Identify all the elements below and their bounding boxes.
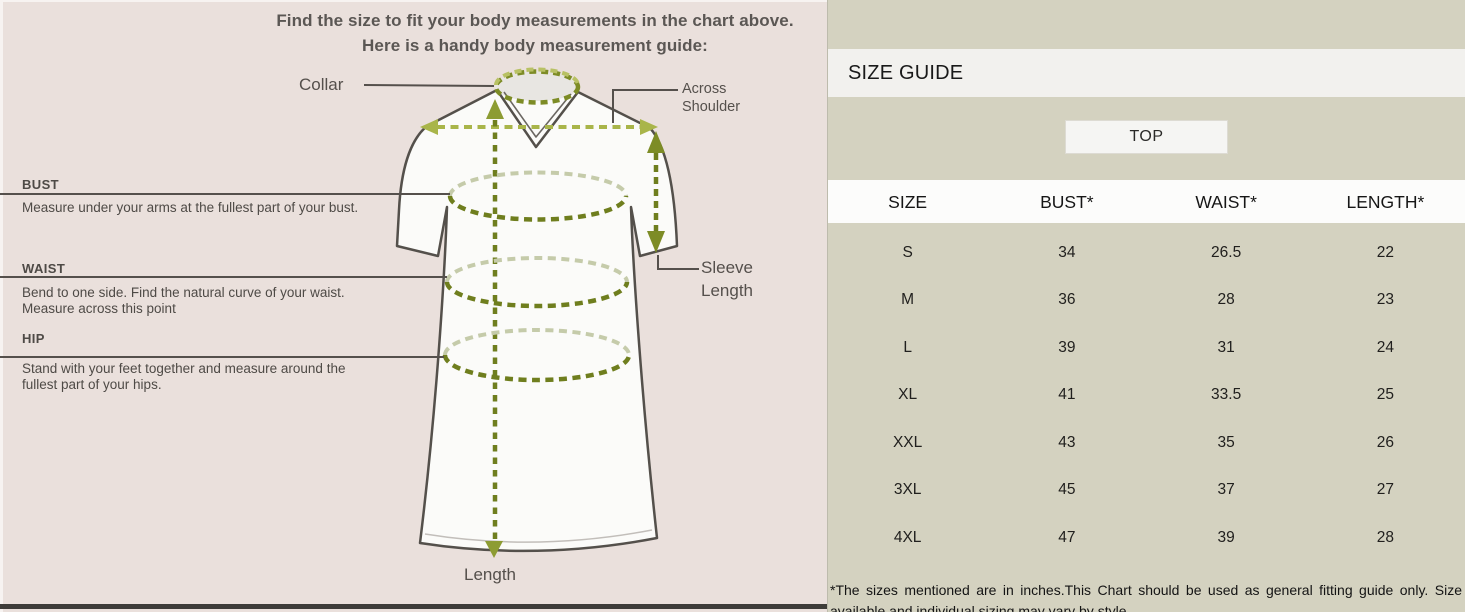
category-top-button[interactable]: TOP bbox=[1065, 120, 1228, 154]
hip-measure-ellipse bbox=[442, 328, 632, 383]
hip-section-title: HIP bbox=[22, 331, 45, 346]
cell-bust: 39 bbox=[1058, 338, 1076, 356]
cell-waist: 28 bbox=[1217, 291, 1235, 309]
cell-waist: 31 bbox=[1217, 338, 1235, 356]
cell-size: L bbox=[903, 338, 912, 356]
table-row: L 39 31 24 bbox=[828, 324, 1465, 372]
cell-bust: 34 bbox=[1058, 243, 1076, 261]
size-guide-footnote: *The sizes mentioned are in inches.This … bbox=[830, 582, 1462, 612]
waist-measure-ellipse bbox=[444, 256, 630, 309]
sleeve-length-label: Sleeve Length bbox=[701, 258, 753, 300]
bottom-divider-bar bbox=[0, 604, 827, 609]
garment-diagram bbox=[0, 67, 699, 558]
cell-length: 22 bbox=[1376, 243, 1394, 261]
cell-size: XL bbox=[898, 386, 918, 404]
table-row: XXL 43 35 26 bbox=[828, 419, 1465, 467]
cell-bust: 45 bbox=[1058, 481, 1076, 499]
size-guide-heading: SIZE GUIDE bbox=[828, 49, 1465, 97]
cell-size: 3XL bbox=[893, 481, 922, 499]
cell-length: 27 bbox=[1376, 481, 1394, 499]
cell-waist: 35 bbox=[1217, 433, 1235, 451]
cell-bust: 47 bbox=[1058, 528, 1076, 546]
cell-length: 25 bbox=[1376, 386, 1394, 404]
bust-section-desc: Measure under your arms at the fullest p… bbox=[22, 200, 359, 215]
size-guide-panel: SIZE GUIDE TOP SIZE BUST* WAIST* LENGTH*… bbox=[827, 0, 1465, 612]
collar-measure-ring bbox=[493, 67, 581, 105]
guide-title-line1: Find the size to fit your body measureme… bbox=[276, 11, 794, 30]
waist-section-desc: Bend to one side. Find the natural curve… bbox=[22, 285, 345, 316]
size-table-header: SIZE BUST* WAIST* LENGTH* bbox=[828, 180, 1465, 223]
across-shoulder-pointer-line bbox=[612, 89, 678, 123]
guide-title: Find the size to fit your body measureme… bbox=[207, 8, 863, 58]
collar-label: Collar bbox=[299, 75, 344, 94]
column-header-size: SIZE bbox=[888, 192, 928, 212]
table-row: 3XL 45 37 27 bbox=[828, 467, 1465, 515]
cell-length: 24 bbox=[1376, 338, 1394, 356]
cell-bust: 36 bbox=[1058, 291, 1076, 309]
bust-section-title: BUST bbox=[22, 177, 59, 192]
cell-length: 28 bbox=[1376, 528, 1394, 546]
cell-size: 4XL bbox=[893, 528, 922, 546]
table-row: 4XL 47 39 28 bbox=[828, 514, 1465, 562]
column-header-length: LENGTH* bbox=[1346, 192, 1425, 212]
sleeve-length-pointer-line bbox=[657, 255, 699, 270]
collar-pointer-line bbox=[363, 84, 495, 87]
cell-size: S bbox=[902, 243, 913, 261]
garment-outline bbox=[395, 71, 679, 553]
cell-bust: 41 bbox=[1058, 386, 1076, 404]
hip-section-desc: Stand with your feet together and measur… bbox=[22, 361, 346, 392]
waist-section-title: WAIST bbox=[22, 261, 66, 276]
bust-measure-ellipse bbox=[447, 170, 629, 222]
across-shoulder-measure-line bbox=[420, 119, 658, 135]
table-row: XL 41 33.5 25 bbox=[828, 372, 1465, 420]
size-table-body: S 34 26.5 22 M 36 28 23 L 39 31 24 XL 41 33.5 25 XXL 43 35… bbox=[828, 229, 1465, 562]
cell-bust: 43 bbox=[1058, 433, 1076, 451]
cell-waist: 33.5 bbox=[1211, 386, 1242, 404]
across-shoulder-label: Across Shoulder bbox=[682, 81, 741, 115]
table-row: M 36 28 23 bbox=[828, 277, 1465, 325]
cell-size: XXL bbox=[892, 433, 923, 451]
cell-waist: 26.5 bbox=[1211, 243, 1242, 261]
measurement-guide-panel: Find the size to fit your body measureme… bbox=[0, 0, 827, 612]
column-header-waist: WAIST* bbox=[1195, 192, 1257, 212]
table-row: S 34 26.5 22 bbox=[828, 229, 1465, 277]
cell-size: M bbox=[901, 291, 915, 309]
cell-waist: 39 bbox=[1217, 528, 1235, 546]
cell-length: 26 bbox=[1376, 433, 1394, 451]
sleeve-length-measure-line bbox=[647, 131, 665, 253]
length-label: Length bbox=[464, 565, 516, 584]
cell-waist: 37 bbox=[1217, 481, 1235, 499]
column-header-bust: BUST* bbox=[1040, 192, 1094, 212]
guide-title-line2: Here is a handy body measurement guide: bbox=[362, 36, 708, 55]
cell-length: 23 bbox=[1376, 291, 1394, 309]
